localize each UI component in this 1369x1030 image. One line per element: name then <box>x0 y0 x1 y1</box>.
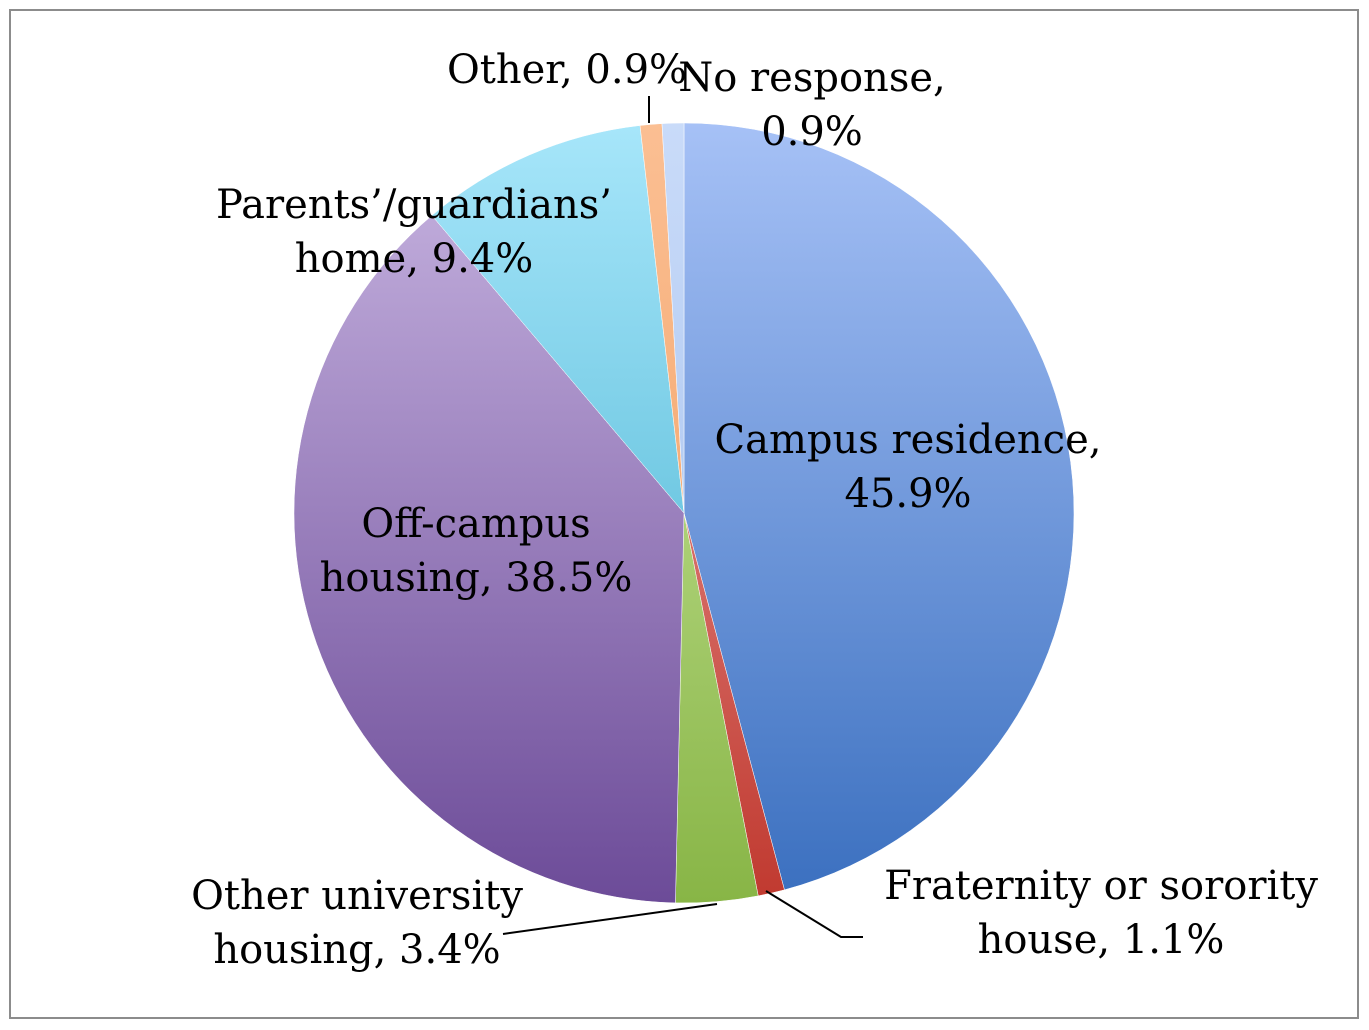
slice-label-line: Fraternity or sorority <box>884 863 1318 909</box>
pie-slice-campus-residence <box>683 122 1075 891</box>
slice-label: Other, 0.9% <box>447 47 687 93</box>
slice-label-line: house, 1.1% <box>978 917 1225 963</box>
chart-frame: Campus residence, 45.9% Fraternity or soro… <box>9 9 1359 1019</box>
slice-label-line: Other university <box>191 873 523 919</box>
slice-label-line: 0.9% <box>761 109 863 155</box>
pie-chart: Campus residence, 45.9% Fraternity or soro… <box>191 47 1318 973</box>
slice-label: Campus residence, 45.9% <box>715 417 1102 517</box>
slice-label-line: Off-campus <box>361 501 590 547</box>
slice-label-line: housing, 3.4% <box>213 927 500 973</box>
slice-label-line: Parents’/guardians’ <box>216 182 612 228</box>
slice-label-line: Campus residence, <box>715 417 1102 463</box>
slice-label-line: home, 9.4% <box>295 236 534 282</box>
leader-line <box>502 903 718 935</box>
pie-slice-off-campus-housing <box>293 215 685 904</box>
slice-label-line: No response, <box>678 55 945 101</box>
slice-label: Fraternity or sorority house, 1.1% <box>884 863 1318 963</box>
leader-lines <box>502 96 863 938</box>
slice-label-line: Other, 0.9% <box>447 47 687 93</box>
pie-slice-no-response <box>661 122 685 514</box>
pie-slice-parents-guardians-home <box>431 125 685 514</box>
leader-line <box>765 890 863 938</box>
slice-labels: Campus residence, 45.9% Fraternity or soro… <box>191 47 1318 973</box>
slice-label-line: housing, 38.5% <box>320 555 633 601</box>
slice-label: Other university housing, 3.4% <box>191 873 523 973</box>
slice-label: No response, 0.9% <box>678 55 945 155</box>
slice-label: Parents’/guardians’ home, 9.4% <box>216 182 612 282</box>
slice-label: Off-campus housing, 38.5% <box>320 501 633 601</box>
pie-slices <box>293 122 1075 904</box>
slice-label-line: 45.9% <box>844 471 971 517</box>
